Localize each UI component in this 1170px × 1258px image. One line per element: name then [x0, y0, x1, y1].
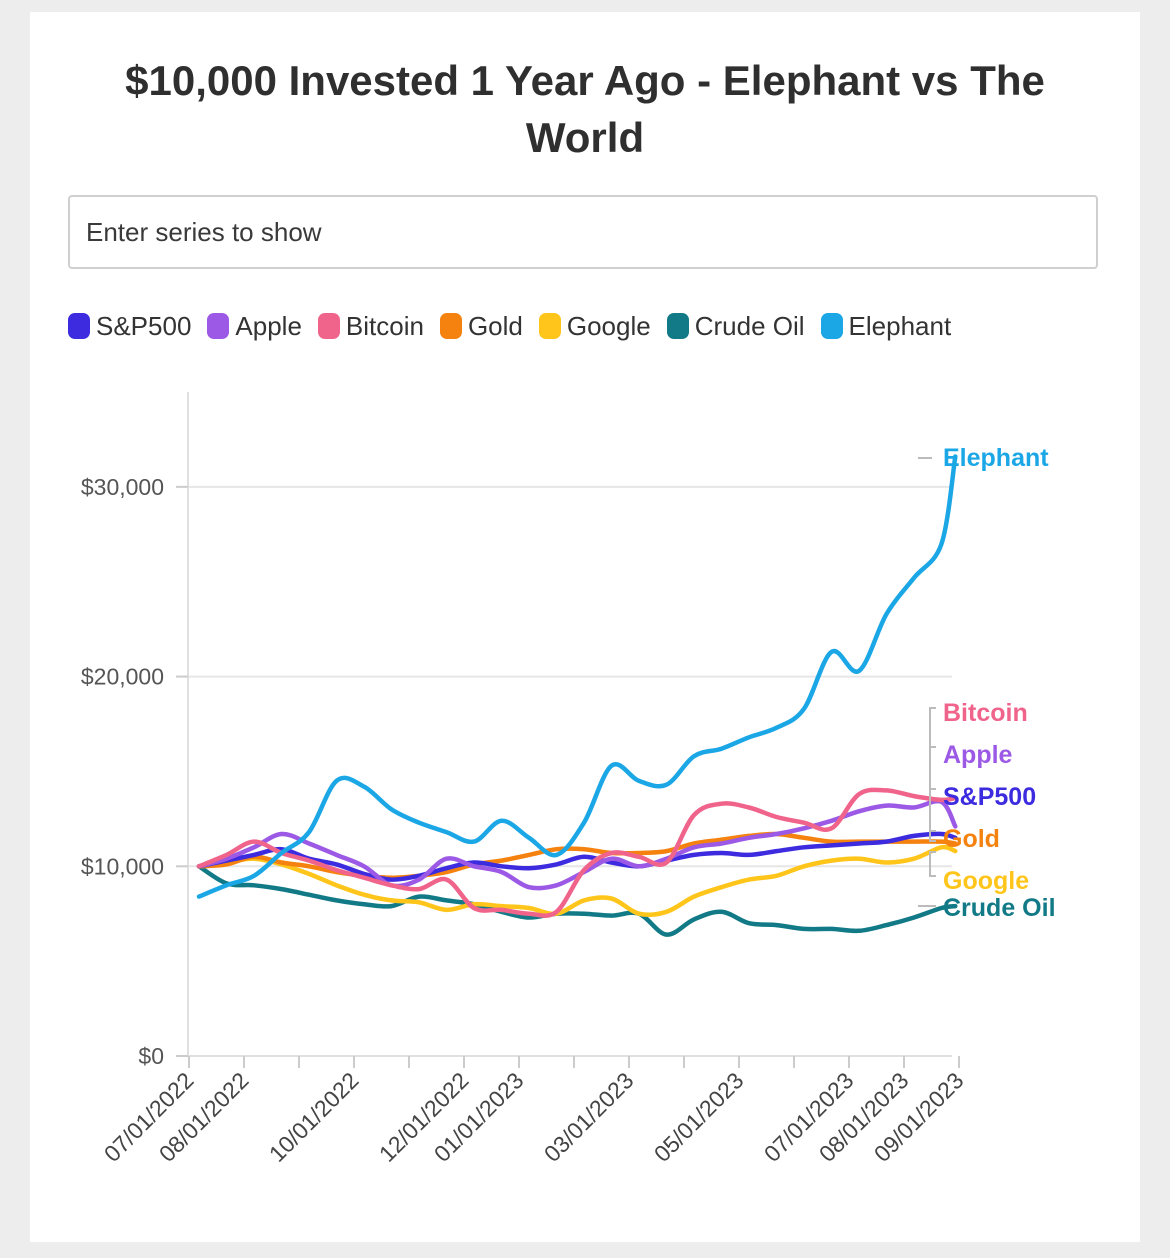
end-label-bitcoin: Bitcoin [943, 699, 1028, 727]
legend: S&P500 Apple Bitcoin Gold Google Crude Oil Ele… [68, 306, 967, 346]
x-tick-label: 03/01/2023 [539, 1067, 639, 1167]
y-tick-label: $10,000 [81, 853, 164, 879]
y-tick-label: $30,000 [81, 474, 164, 500]
legend-item-s-p500[interactable]: S&P500 [68, 311, 191, 342]
legend-swatch [317, 313, 340, 339]
legend-item-gold[interactable]: Gold [439, 310, 523, 342]
legend-label: Crude Oil [694, 310, 805, 341]
axes [187, 392, 952, 1057]
end-label-crude-oil: Crude Oil [943, 894, 1056, 922]
legend-item-bitcoin[interactable]: Bitcoin [317, 310, 424, 342]
legend-swatch [666, 313, 689, 339]
end-label-s-p500: S&P500 [943, 783, 1036, 811]
legend-label: Apple [235, 310, 302, 341]
legend-label: Bitcoin [345, 310, 424, 341]
series-lines [196, 454, 958, 937]
x-tick-label: 10/01/2022 [264, 1067, 364, 1167]
legend-label: S&P500 [96, 310, 192, 341]
legend-label: Elephant [848, 310, 952, 341]
end-label-gold: Gold [943, 825, 1000, 853]
chart-card: $10,000 Invested 1 Year Ago - Elephant v… [30, 12, 1140, 1242]
legend-swatch [538, 313, 561, 339]
legend-swatch [820, 313, 843, 339]
series-line-gold [196, 831, 958, 880]
legend-label: Google [566, 310, 651, 341]
series-line-s-p500 [196, 831, 958, 882]
legend-item-crude-oil[interactable]: Crude Oil [666, 310, 805, 342]
x-tick-label: 05/01/2023 [649, 1067, 749, 1167]
end-labels: Elephant Bitcoin Apple S&P500 Gold GoogleCrud… [918, 444, 1056, 922]
y-tick-label: $20,000 [81, 664, 164, 690]
grid-lines [188, 485, 952, 868]
end-label-elephant: Elephant [943, 444, 1049, 472]
chart-title: $10,000 Invested 1 Year Ago - Elephant v… [125, 57, 1045, 161]
legend-swatch [68, 313, 90, 339]
series-line-elephant [196, 454, 958, 899]
y-tick-label: $0 [138, 1043, 164, 1069]
legend-item-elephant[interactable]: Elephant [820, 310, 952, 342]
end-label-apple: Apple [943, 741, 1013, 769]
series-line-bitcoin [196, 787, 958, 918]
series-search-input[interactable] [68, 195, 1098, 269]
y-axis-ticks: $0 $10,000 $20,000 $30,000 [81, 474, 188, 1069]
legend-swatch [207, 313, 230, 339]
legend-label: Gold [467, 310, 523, 341]
series-line-crude-oil [196, 864, 958, 937]
legend-swatch [439, 313, 462, 339]
series-line-google [196, 844, 958, 918]
legend-item-apple[interactable]: Apple [207, 311, 302, 342]
label-connector [929, 851, 936, 877]
end-label-google: Google [943, 867, 1029, 895]
legend-item-google[interactable]: Google [538, 310, 651, 342]
label-connector [929, 707, 936, 842]
